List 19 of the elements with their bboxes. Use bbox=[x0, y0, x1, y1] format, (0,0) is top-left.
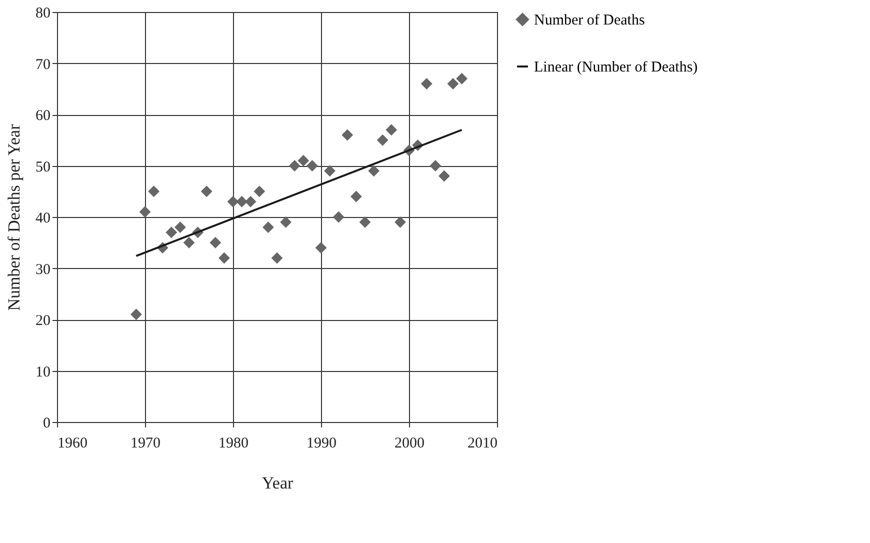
x-tick-label: 2000 bbox=[394, 436, 424, 452]
x-tick-label: 1990 bbox=[306, 436, 336, 452]
legend-label: Linear (Number of Deaths) bbox=[534, 60, 698, 76]
y-tick-label: 60 bbox=[36, 108, 50, 124]
y-tick-label: 50 bbox=[36, 159, 50, 176]
y-tick-label: 10 bbox=[36, 364, 50, 380]
y-tick-label: 70 bbox=[36, 56, 50, 73]
x-tick-label: 1960 bbox=[58, 436, 88, 452]
x-tick-label: 1980 bbox=[218, 436, 248, 452]
y-tick-label: 80 bbox=[36, 6, 50, 22]
y-axis-title: Number of Deaths per Year bbox=[4, 124, 24, 311]
legend-label: Number of Deaths bbox=[534, 12, 645, 28]
x-tick-label: 1970 bbox=[130, 436, 160, 452]
x-axis-title: Year bbox=[262, 474, 294, 492]
y-tick-label: 0 bbox=[43, 416, 50, 432]
y-tick-label: 30 bbox=[36, 262, 50, 278]
x-tick-label: 2010 bbox=[468, 436, 498, 452]
y-tick-label: 20 bbox=[36, 313, 50, 329]
y-tick-label: 40 bbox=[36, 210, 50, 226]
